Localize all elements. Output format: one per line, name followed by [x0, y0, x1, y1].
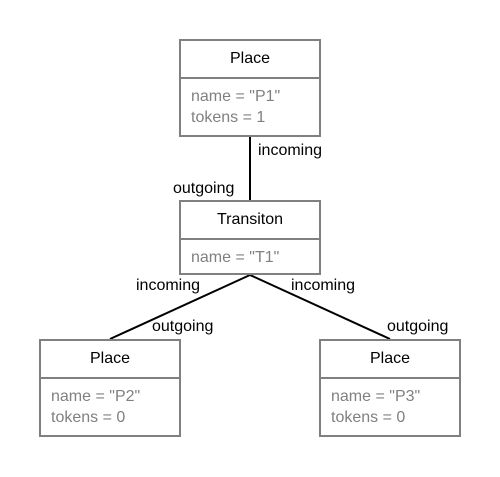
attribute-name: name = "T1": [191, 249, 280, 266]
attribute-name: name = "P1": [191, 88, 281, 105]
edge-label-p3-outgoing: outgoing: [387, 318, 449, 335]
transition-node-t1[interactable]: Transiton name = "T1": [179, 200, 321, 275]
attribute-name: name = "P3": [331, 388, 421, 405]
node-title: Transiton: [181, 202, 319, 240]
node-attributes: name = "P3" tokens = 0: [321, 379, 459, 428]
attribute-name: name = "P2": [51, 388, 141, 405]
node-attributes: name = "P2" tokens = 0: [41, 379, 179, 428]
edge-label-p1-incoming: incoming: [258, 142, 323, 159]
edge-label-p2-outgoing: outgoing: [152, 318, 214, 335]
node-attributes: name = "P1" tokens = 1: [181, 79, 319, 128]
edge-p3-t1: [249, 274, 391, 340]
edge-label-t1-outgoing: outgoing: [173, 180, 235, 197]
node-attributes: name = "T1": [181, 240, 319, 268]
attribute-tokens: tokens = 0: [331, 409, 406, 426]
place-node-p1[interactable]: Place name = "P1" tokens = 1: [179, 39, 321, 137]
node-title: Place: [41, 341, 179, 379]
place-node-p3[interactable]: Place name = "P3" tokens = 0: [319, 339, 461, 437]
place-node-p2[interactable]: Place name = "P2" tokens = 0: [39, 339, 181, 437]
edge-p2-t1: [109, 274, 251, 340]
attribute-tokens: tokens = 0: [51, 409, 126, 426]
attribute-tokens: tokens = 1: [191, 109, 266, 126]
edge-label-t1-incoming-left: incoming: [136, 277, 201, 294]
node-title: Place: [321, 341, 459, 379]
node-title: Place: [181, 41, 319, 79]
edge-label-t1-incoming-right: incoming: [291, 277, 356, 294]
